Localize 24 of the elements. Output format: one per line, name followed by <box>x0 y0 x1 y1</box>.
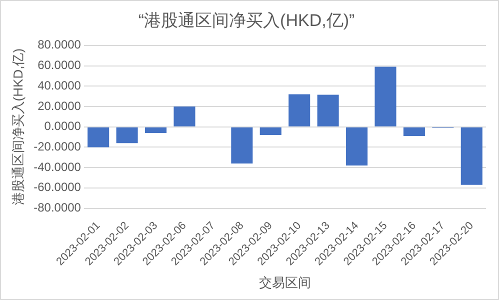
bar <box>403 127 425 136</box>
bar <box>460 127 482 185</box>
y-axis-title: 港股通区间净买入(HKD,亿) <box>10 48 26 206</box>
bar <box>231 127 253 164</box>
bar <box>374 66 396 126</box>
y-tick-label: -20.0000 <box>34 140 82 154</box>
bar <box>288 94 310 126</box>
bar <box>88 127 110 148</box>
bar <box>317 94 339 126</box>
bar <box>260 127 282 135</box>
y-tick-label: -40.0000 <box>34 160 82 174</box>
bar <box>116 127 138 144</box>
bar <box>174 106 196 126</box>
y-tick-label: 80.0000 <box>38 38 82 52</box>
y-tick-label: 0.0000 <box>44 119 82 134</box>
bar <box>346 127 368 166</box>
x-axis-title: 交易区间 <box>258 274 311 290</box>
y-tick-label: 20.0000 <box>38 98 82 113</box>
y-tick-label: 60.0000 <box>38 58 82 72</box>
y-tick-label: 40.0000 <box>38 78 82 92</box>
chart-title: “港股通区间净买入(HKD,亿)” <box>138 10 355 30</box>
y-tick-label: -60.0000 <box>34 180 82 194</box>
bar <box>144 127 167 133</box>
y-tick-label: -80.0000 <box>34 200 82 215</box>
